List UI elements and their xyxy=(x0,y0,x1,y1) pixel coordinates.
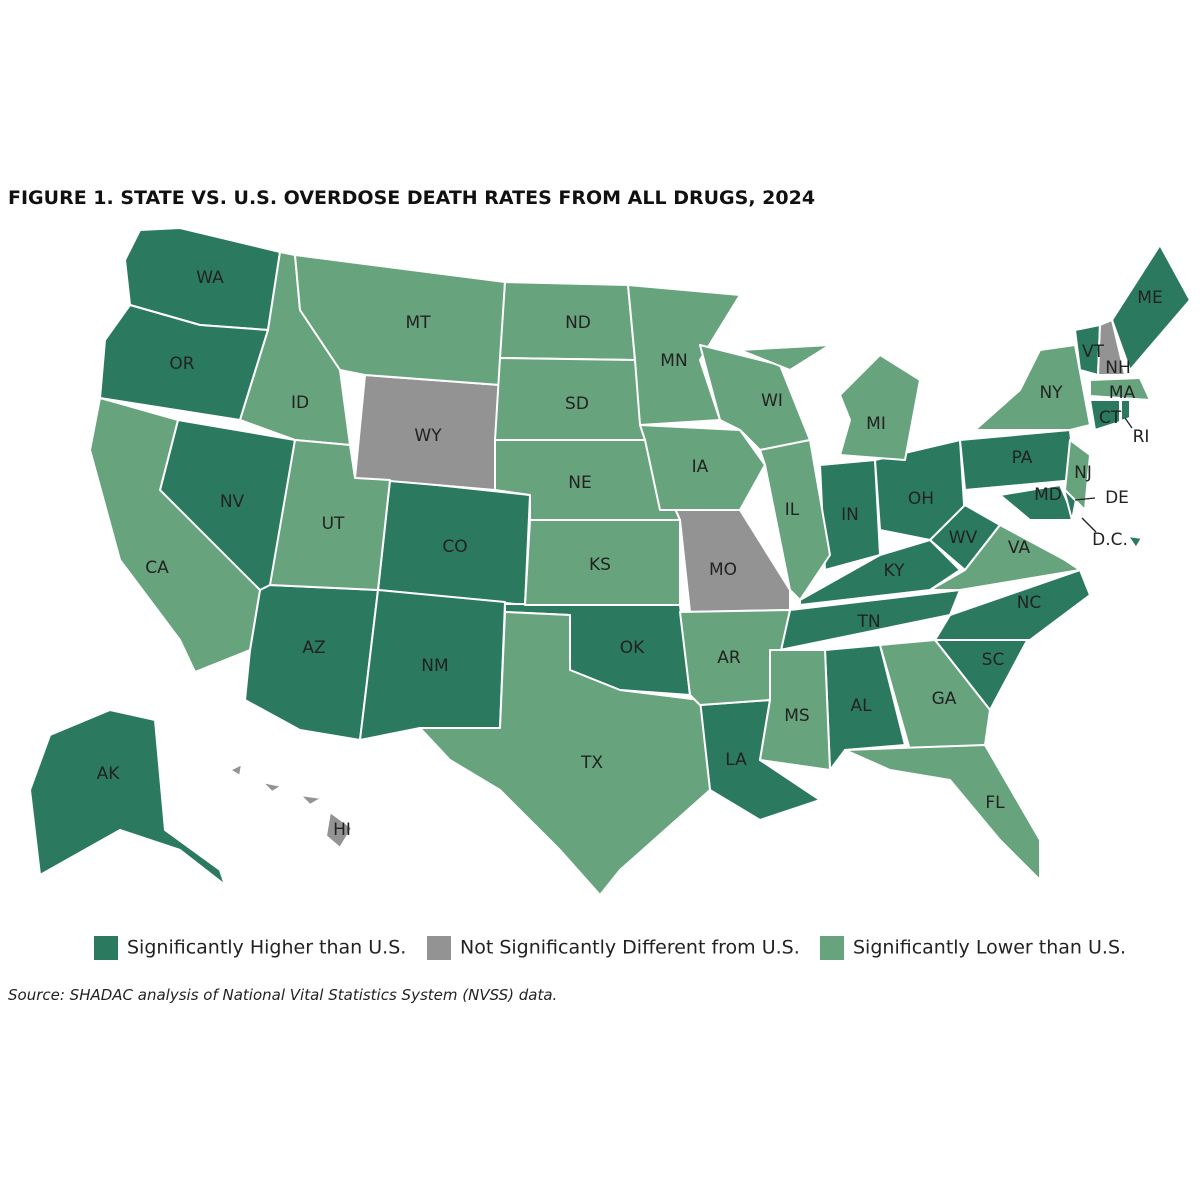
state-label: TX xyxy=(580,753,603,773)
leader-line xyxy=(1124,417,1133,429)
state-label: OR xyxy=(169,354,194,374)
state-shape xyxy=(839,354,921,461)
state-shape xyxy=(29,709,226,886)
state-shape xyxy=(879,639,991,751)
state-label: KS xyxy=(589,555,611,575)
state-label: IA xyxy=(692,457,709,477)
state-shape xyxy=(1111,244,1191,371)
state-shape xyxy=(325,811,353,849)
figure-title: FIGURE 1. STATE VS. U.S. OVERDOSE DEATH … xyxy=(8,187,815,209)
state-shape xyxy=(759,649,831,771)
state-label: ID xyxy=(291,393,309,413)
state-label: AL xyxy=(850,696,872,716)
state-shape xyxy=(1089,377,1151,401)
state-shape xyxy=(844,744,1041,881)
state-label: OH xyxy=(908,489,934,509)
state-label: D.C. xyxy=(1092,530,1128,550)
state-layer xyxy=(29,227,1191,896)
state-label: UT xyxy=(322,514,345,534)
state-shape xyxy=(1089,399,1121,431)
state-label: VA xyxy=(1008,538,1031,558)
state-label: MA xyxy=(1109,383,1136,403)
state-label: NJ xyxy=(1074,463,1092,483)
legend-label: Significantly Lower than U.S. xyxy=(853,937,1126,959)
state-shape xyxy=(261,781,283,793)
source-note: Source: SHADAC analysis of National Vita… xyxy=(8,986,557,1004)
state-label: MO xyxy=(709,560,737,580)
state-label: IL xyxy=(785,500,800,520)
state-label: VT xyxy=(1082,342,1105,362)
state-label: AK xyxy=(97,764,121,784)
state-label: MD xyxy=(1034,485,1062,505)
state-shape xyxy=(759,439,831,601)
state-label: PA xyxy=(1012,448,1033,468)
state-label: RI xyxy=(1133,427,1150,447)
state-label: FL xyxy=(985,793,1005,813)
state-shape xyxy=(1127,535,1143,549)
legend-swatch xyxy=(94,936,118,960)
state-shape xyxy=(89,397,261,673)
state-label: MN xyxy=(660,351,687,371)
state-shape xyxy=(999,484,1076,521)
state-label: WV xyxy=(949,528,978,548)
state-label: IN xyxy=(841,505,859,525)
state-shape xyxy=(1097,319,1126,376)
state-label: NE xyxy=(568,473,591,493)
state-label: TN xyxy=(856,612,880,632)
state-label: NV xyxy=(220,492,245,512)
state-shape xyxy=(934,569,1091,641)
leader-line xyxy=(1081,517,1097,533)
legend: Significantly Higher than U.S. Not Signif… xyxy=(94,936,1126,960)
state-label: CO xyxy=(442,537,467,557)
state-shape xyxy=(299,794,323,806)
state-label: AZ xyxy=(302,638,325,658)
state-label: CT xyxy=(1099,408,1122,428)
legend-label: Significantly Higher than U.S. xyxy=(127,937,406,959)
state-shape xyxy=(419,611,711,896)
state-shape xyxy=(269,439,391,591)
state-label: SC xyxy=(982,650,1005,670)
state-label: KY xyxy=(884,561,906,581)
state-label: SD xyxy=(565,394,589,414)
state-label: GA xyxy=(932,689,957,709)
state-label: WY xyxy=(414,426,442,446)
state-label: DE xyxy=(1105,488,1129,508)
state-shape xyxy=(974,344,1091,431)
legend-swatch xyxy=(427,936,451,960)
state-shape xyxy=(929,524,1081,591)
state-shape xyxy=(679,609,791,706)
state-label: MT xyxy=(405,313,431,333)
state-label: NC xyxy=(1017,593,1042,613)
state-label: AR xyxy=(717,648,741,668)
state-shape xyxy=(1120,399,1131,422)
state-label: HI xyxy=(333,820,351,840)
state-label: LA xyxy=(725,750,747,770)
state-label: MS xyxy=(784,706,809,726)
state-label: NM xyxy=(421,656,448,676)
state-shape xyxy=(739,344,831,371)
state-label: OK xyxy=(620,638,645,658)
state-shape xyxy=(1064,439,1091,511)
state-label: ND xyxy=(565,313,591,333)
state-shape xyxy=(229,763,243,777)
legend-swatch xyxy=(820,936,844,960)
legend-label: Not Significantly Different from U.S. xyxy=(460,937,800,959)
state-label: WA xyxy=(196,268,224,288)
state-shape xyxy=(244,584,379,741)
leader-line xyxy=(1074,497,1096,501)
state-shape xyxy=(524,519,681,606)
state-label: CA xyxy=(145,558,169,578)
state-label: NH xyxy=(1105,358,1131,378)
state-label: ME xyxy=(1137,288,1162,308)
state-label: NY xyxy=(1039,383,1063,403)
state-label: MI xyxy=(866,414,886,434)
state-label: WI xyxy=(761,391,783,411)
